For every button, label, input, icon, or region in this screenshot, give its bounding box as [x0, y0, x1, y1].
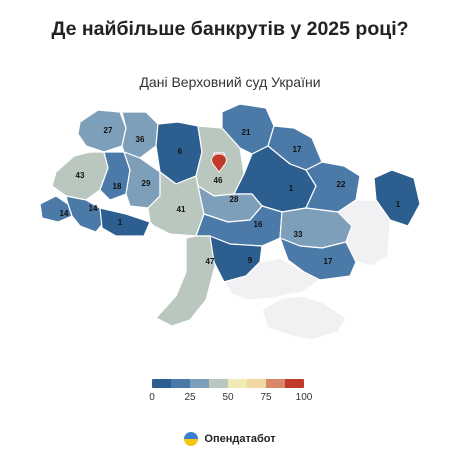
page-subtitle: Дані Верховний суд України — [139, 74, 321, 90]
brand-footer: Опендатабот — [0, 432, 460, 446]
region-value-vinnytsia: 41 — [177, 205, 186, 214]
region-volyn — [77, 109, 127, 153]
legend-swatch — [190, 379, 209, 388]
region-odesa — [155, 235, 217, 327]
legend-swatch — [247, 379, 266, 388]
region-value-poltava: 1 — [289, 184, 294, 193]
region-value-zakarpattia: 14 — [60, 209, 69, 218]
region-value-sumy: 17 — [293, 145, 302, 154]
region-kherson — [223, 257, 321, 301]
legend-swatch — [171, 379, 190, 388]
region-chernivtsi — [99, 207, 151, 237]
region-value-odesa: 47 — [206, 257, 215, 266]
region-value-lviv: 43 — [76, 171, 85, 180]
kyiv-city-pin-icon — [211, 153, 227, 173]
legend-swatch — [152, 379, 171, 388]
legend-ticks: 0 25 50 75 100 — [149, 388, 312, 403]
region-value-ternopil: 18 — [113, 182, 122, 191]
region-value-khmelnytskyi: 29 — [142, 179, 151, 188]
color-legend: 0 25 50 75 100 — [149, 379, 312, 403]
brand-name: Опендатабот — [204, 433, 276, 445]
legend-tick-label: 0 — [149, 392, 155, 403]
legend-swatch — [228, 379, 247, 388]
region-value-zaporizhzhia: 17 — [324, 257, 333, 266]
legend-color-bar — [152, 379, 304, 388]
region-value-dnipropetrovsk: 33 — [294, 230, 303, 239]
region-value-kyiv-oblast: 46 — [214, 176, 223, 185]
region-zaporizhzhia — [279, 237, 357, 281]
regions-layer — [39, 103, 421, 341]
region-value-chernihiv: 21 — [242, 128, 251, 137]
region-crimea — [261, 295, 347, 341]
region-value-mykolaiv: 9 — [248, 256, 253, 265]
opendatabot-logo-icon — [184, 432, 199, 446]
region-value-zhytomyr: 6 — [178, 147, 183, 156]
region-value-ivano-frankivsk: 14 — [89, 204, 98, 213]
region-ivano-frankivsk — [65, 195, 105, 233]
legend-tick-label: 50 — [222, 392, 234, 403]
region-value-rivne: 36 — [136, 135, 145, 144]
region-donetsk — [337, 199, 391, 267]
legend-swatch — [209, 379, 228, 388]
region-value-chernivtsi: 1 — [118, 218, 123, 227]
region-value-cherkasy: 28 — [230, 195, 239, 204]
region-value-volyn: 27 — [104, 126, 113, 135]
page-title: Де найбільше банкрутів у 2025 році? — [51, 18, 409, 40]
legend-tick-label: 25 — [184, 392, 196, 403]
legend-swatch — [285, 379, 304, 388]
legend-tick-label: 75 — [260, 392, 272, 403]
labels-layer: 2736646902117431829122114141412816334791… — [60, 126, 401, 266]
region-value-kharkiv: 22 — [337, 180, 346, 189]
legend-tick-label: 100 — [295, 392, 313, 403]
region-value-luhansk: 1 — [396, 200, 401, 209]
legend-swatch — [266, 379, 285, 388]
region-value-kirovohrad: 16 — [254, 220, 263, 229]
